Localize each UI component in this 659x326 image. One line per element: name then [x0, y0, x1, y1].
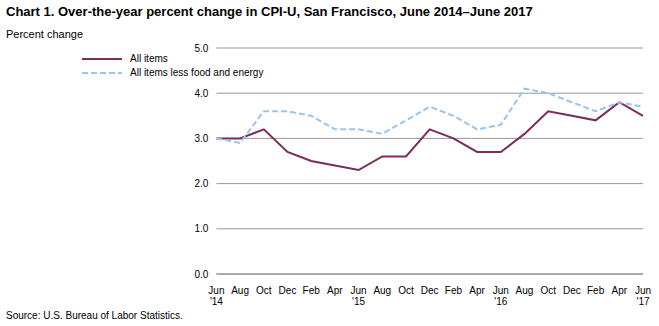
svg-text:Jun'15: Jun'15	[351, 285, 367, 307]
html-text:Percent change: Percent change	[6, 28, 84, 40]
svg-text:Feb: Feb	[303, 285, 321, 296]
svg-text:Aug: Aug	[231, 285, 249, 296]
svg-text:Dec: Dec	[421, 285, 439, 296]
svg-text:Apr: Apr	[469, 285, 485, 296]
svg-text:Feb: Feb	[445, 285, 463, 296]
svg-text:Aug: Aug	[516, 285, 534, 296]
html-text:Source: U.S. Bureau of Labor S: Source: U.S. Bureau of Labor Statistics.	[6, 310, 183, 321]
html-text:All items less food and energy: All items less food and energy	[130, 67, 264, 78]
svg-text:0.0: 0.0	[195, 269, 209, 280]
svg-text:Jun'16: Jun'16	[493, 285, 509, 307]
svg-text:2.0: 2.0	[195, 178, 209, 189]
svg-text:Apr: Apr	[612, 285, 628, 296]
svg-text:5.0: 5.0	[195, 43, 209, 54]
svg-text:Apr: Apr	[327, 285, 343, 296]
svg-text:Jun'14: Jun'14	[208, 285, 224, 307]
svg-text:1.0: 1.0	[195, 223, 209, 234]
svg-text:Jun'17: Jun'17	[635, 285, 651, 307]
svg-text:Oct: Oct	[256, 285, 272, 296]
html-text:All items: All items	[130, 53, 168, 64]
svg-text:4.0: 4.0	[195, 88, 209, 99]
svg-text:Dec: Dec	[563, 285, 581, 296]
svg-text:3.0: 3.0	[195, 133, 209, 144]
html-text:Chart 1. Over-the-year percent: Chart 1. Over-the-year percent change in…	[6, 4, 533, 19]
svg-text:Oct: Oct	[398, 285, 414, 296]
svg-text:Feb: Feb	[587, 285, 605, 296]
svg-text:Oct: Oct	[540, 285, 556, 296]
svg-text:Dec: Dec	[279, 285, 297, 296]
svg-text:Aug: Aug	[373, 285, 391, 296]
